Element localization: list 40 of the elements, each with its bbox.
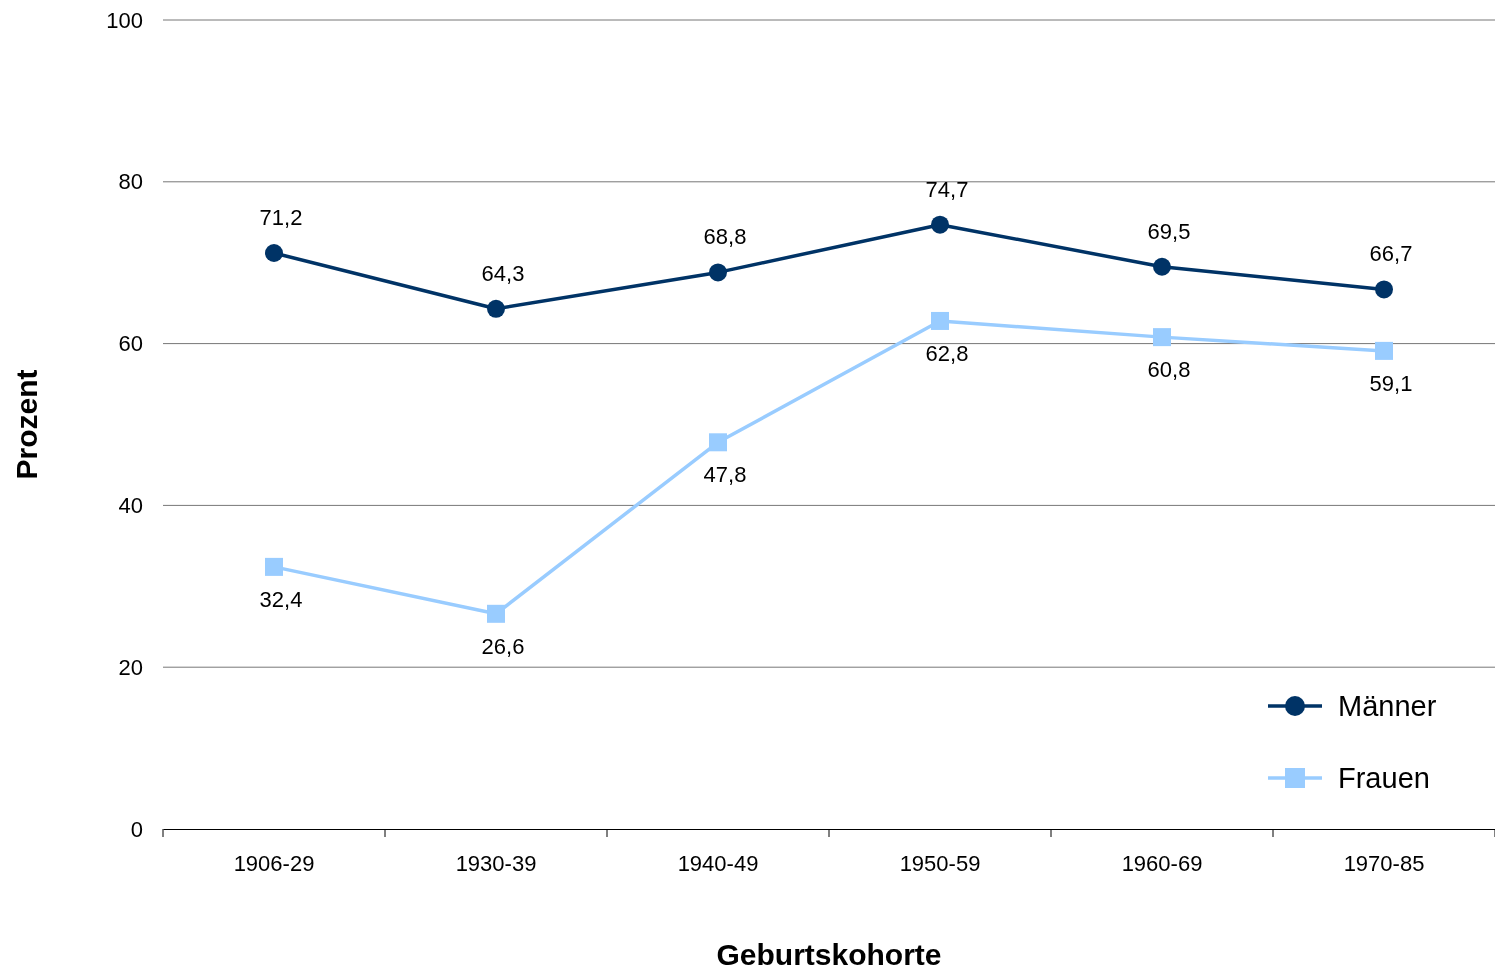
x-tick-label: 1950-59 bbox=[899, 850, 981, 876]
data-label: 64,3 bbox=[481, 260, 525, 286]
x-tick-label: 1970-85 bbox=[1343, 850, 1425, 876]
point bbox=[487, 604, 505, 623]
point bbox=[1153, 328, 1171, 347]
x-tick-label: 1940-49 bbox=[677, 850, 759, 876]
point bbox=[1375, 280, 1393, 299]
point bbox=[487, 299, 505, 318]
y-tick-label: 0 bbox=[130, 816, 143, 842]
point bbox=[931, 311, 949, 330]
y-tick-label: 20 bbox=[118, 654, 143, 680]
x-tick-label: 1930-39 bbox=[455, 850, 537, 876]
data-label: 66,7 bbox=[1369, 241, 1413, 267]
data-label: 74,7 bbox=[925, 176, 969, 202]
legend-label: Frauen bbox=[1338, 762, 1430, 794]
point bbox=[265, 243, 283, 262]
x-tick-label: 1960-69 bbox=[1121, 850, 1203, 876]
data-label: 59,1 bbox=[1369, 370, 1413, 396]
data-label: 71,2 bbox=[259, 204, 303, 230]
data-label: 68,8 bbox=[703, 224, 747, 250]
x-axis-title: Geburtskohorte bbox=[716, 938, 942, 969]
y-tick-label: 60 bbox=[118, 331, 143, 357]
point bbox=[1153, 257, 1171, 276]
y-tick-label: 40 bbox=[118, 492, 143, 518]
data-label: 47,8 bbox=[703, 462, 747, 488]
point bbox=[709, 433, 727, 452]
data-label: 26,6 bbox=[481, 633, 525, 659]
x-tick-label: 1906-29 bbox=[233, 850, 315, 876]
point bbox=[1375, 341, 1393, 360]
data-label: 60,8 bbox=[1147, 357, 1191, 383]
data-label: 62,8 bbox=[925, 340, 969, 366]
y-axis-title: Prozent bbox=[10, 369, 43, 480]
data-label: 32,4 bbox=[259, 586, 303, 612]
data-label: 69,5 bbox=[1147, 218, 1191, 244]
point bbox=[931, 215, 949, 234]
y-tick-label: 80 bbox=[118, 169, 143, 195]
point bbox=[265, 557, 283, 576]
legend-label: Männer bbox=[1338, 690, 1437, 722]
point bbox=[709, 263, 727, 282]
y-tick-label: 100 bbox=[106, 7, 143, 33]
